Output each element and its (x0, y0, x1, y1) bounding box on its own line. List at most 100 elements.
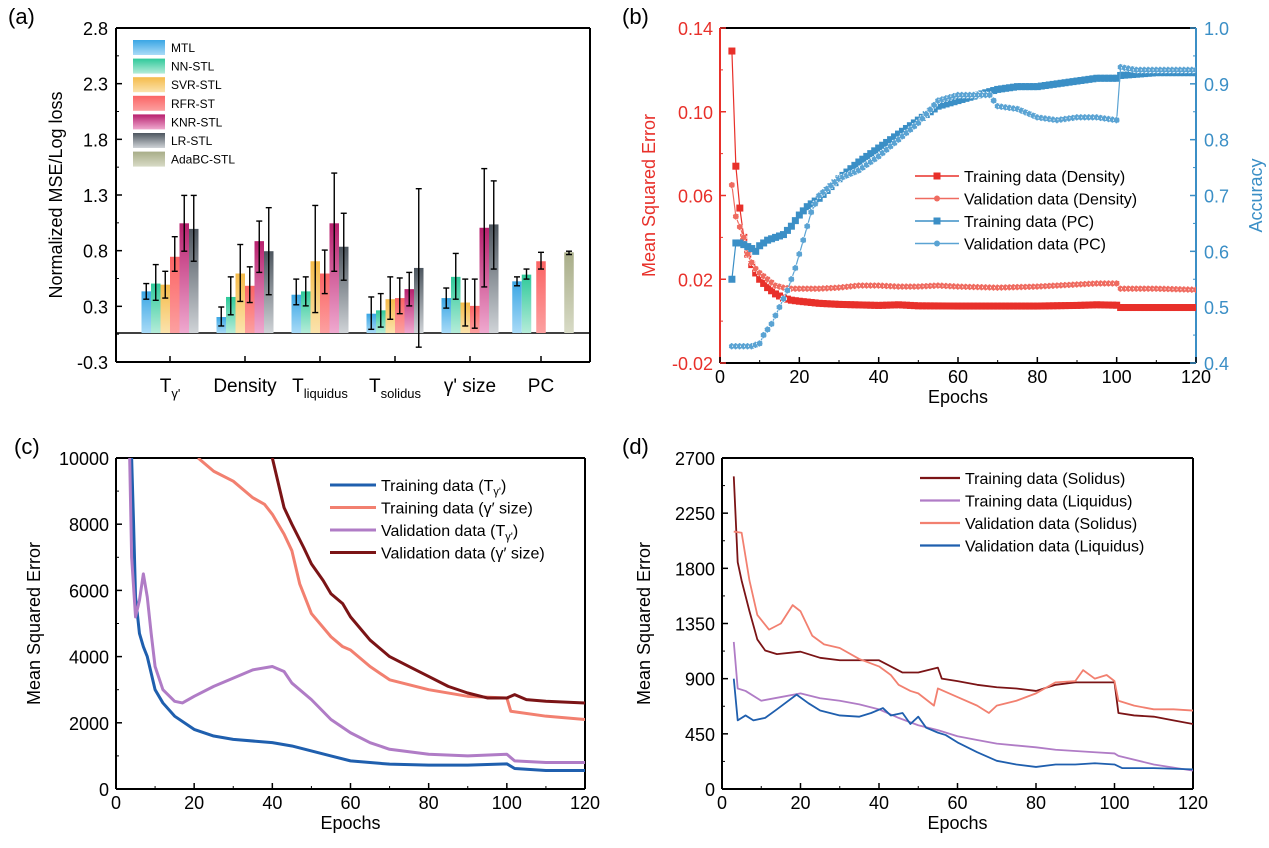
data-point (855, 158, 863, 166)
legend-label: RFR-ST (171, 97, 216, 111)
data-point (740, 233, 748, 241)
data-point (1069, 78, 1077, 86)
x-tick-label: 20 (184, 793, 204, 813)
y-tick-label: 2.8 (83, 19, 108, 39)
data-point (1006, 302, 1014, 310)
legend-label: Training data (PC) (964, 214, 1094, 231)
legend-marker (933, 217, 941, 225)
data-point (1049, 80, 1057, 88)
bar-nn-stl-0 (151, 283, 161, 333)
legend-label: Training data (γ′ size) (381, 501, 533, 518)
data-point (1089, 75, 1097, 83)
data-point (1125, 304, 1133, 312)
data-point (883, 138, 891, 146)
data-point (776, 292, 783, 300)
y-tick-label: 0.06 (678, 187, 713, 207)
bar-rfr-st-1 (245, 285, 255, 333)
panel-a: (a) 2.8 2.3 1.8 1.3 0.8 0.3 -0.3 Normalized MSE/… (8, 4, 591, 401)
data-point (1041, 302, 1049, 310)
data-point (1077, 76, 1085, 84)
data-point (1109, 74, 1117, 82)
data-point (787, 296, 795, 304)
data-point (783, 286, 792, 295)
data-point (1133, 70, 1140, 78)
data-point (1081, 76, 1089, 84)
data-point (863, 301, 871, 309)
y-tick-label: 4000 (69, 648, 109, 668)
data-point (1097, 74, 1105, 82)
data-point (799, 298, 807, 306)
data-point (736, 223, 744, 231)
data-point (926, 105, 934, 114)
data-point (1152, 304, 1160, 312)
data-point (1017, 83, 1025, 91)
data-point (1121, 71, 1129, 79)
y-tick-label: 0.3 (83, 297, 108, 317)
legend-label-main: Validation data (γ′ size) (381, 546, 545, 563)
data-point (1021, 302, 1029, 310)
legend-swatch-mtl (133, 40, 165, 55)
data-point (1168, 304, 1176, 312)
data-point (803, 203, 811, 211)
data-point (914, 119, 922, 127)
data-point (807, 208, 815, 216)
data-point (942, 302, 950, 310)
data-point (1121, 304, 1129, 312)
data-point (1144, 69, 1152, 77)
x-tick-label: 80 (1027, 367, 1047, 387)
x-tick-label-sub: solidus (381, 386, 422, 401)
data-point (922, 110, 930, 118)
data-point (815, 299, 823, 307)
data-point (1081, 301, 1089, 309)
data-point (748, 245, 756, 253)
data-point (867, 150, 875, 158)
x-tick-label-main: T (369, 376, 381, 397)
bar-mtl-5 (512, 281, 522, 333)
data-point (990, 96, 998, 105)
data-point (1033, 302, 1041, 310)
data-point (775, 303, 784, 311)
y-axis-title: Normalized MSE/Log loss (46, 91, 66, 298)
y-tick-label: -0.3 (77, 353, 108, 373)
data-point (1097, 301, 1105, 309)
data-point (807, 298, 815, 306)
data-point (966, 302, 974, 310)
data-point (760, 331, 768, 339)
legend-label: Training data (Density) (964, 169, 1125, 186)
data-point (962, 302, 970, 310)
legend-label-end: ) (513, 523, 518, 540)
data-point (1184, 304, 1192, 312)
panel-b: (b) 0 20 40 60 80 100 120 Epochs -0.02 0.02 0.06 0.1… (622, 4, 1266, 407)
data-point (1061, 79, 1069, 87)
legend-label-main: Training data (T (381, 478, 494, 495)
data-point (1160, 304, 1168, 312)
data-point (1073, 301, 1081, 309)
data-point (1002, 84, 1010, 92)
data-point (1037, 82, 1045, 90)
bar-mtl-2 (291, 294, 301, 333)
x-tick-label: Density (213, 376, 277, 397)
y-tick-label: 2700 (675, 449, 715, 469)
legend-label-end: ) (501, 478, 506, 495)
data-point (823, 300, 831, 308)
data-point (1065, 78, 1073, 86)
x-tick-label: 60 (948, 367, 968, 387)
bar-nn-stl-4 (451, 276, 461, 333)
data-point (1029, 83, 1037, 91)
data-point (768, 287, 776, 295)
x-tick-label-sub: γ' (171, 386, 180, 401)
data-point (863, 152, 871, 160)
x-tick-label: 100 (492, 793, 522, 813)
data-point (1014, 83, 1021, 91)
x-tick-label-main: Density (213, 376, 277, 397)
data-point (831, 300, 839, 308)
x-tick-label: 40 (869, 793, 889, 813)
y-right-tick-label: 0.5 (1204, 298, 1229, 318)
y-tick-label: 0 (99, 780, 109, 800)
data-point (998, 302, 1006, 310)
data-point (998, 85, 1006, 93)
data-point (732, 162, 740, 170)
data-point (795, 250, 803, 258)
y-right-tick-label: 0.6 (1204, 242, 1229, 262)
data-point (835, 300, 843, 308)
